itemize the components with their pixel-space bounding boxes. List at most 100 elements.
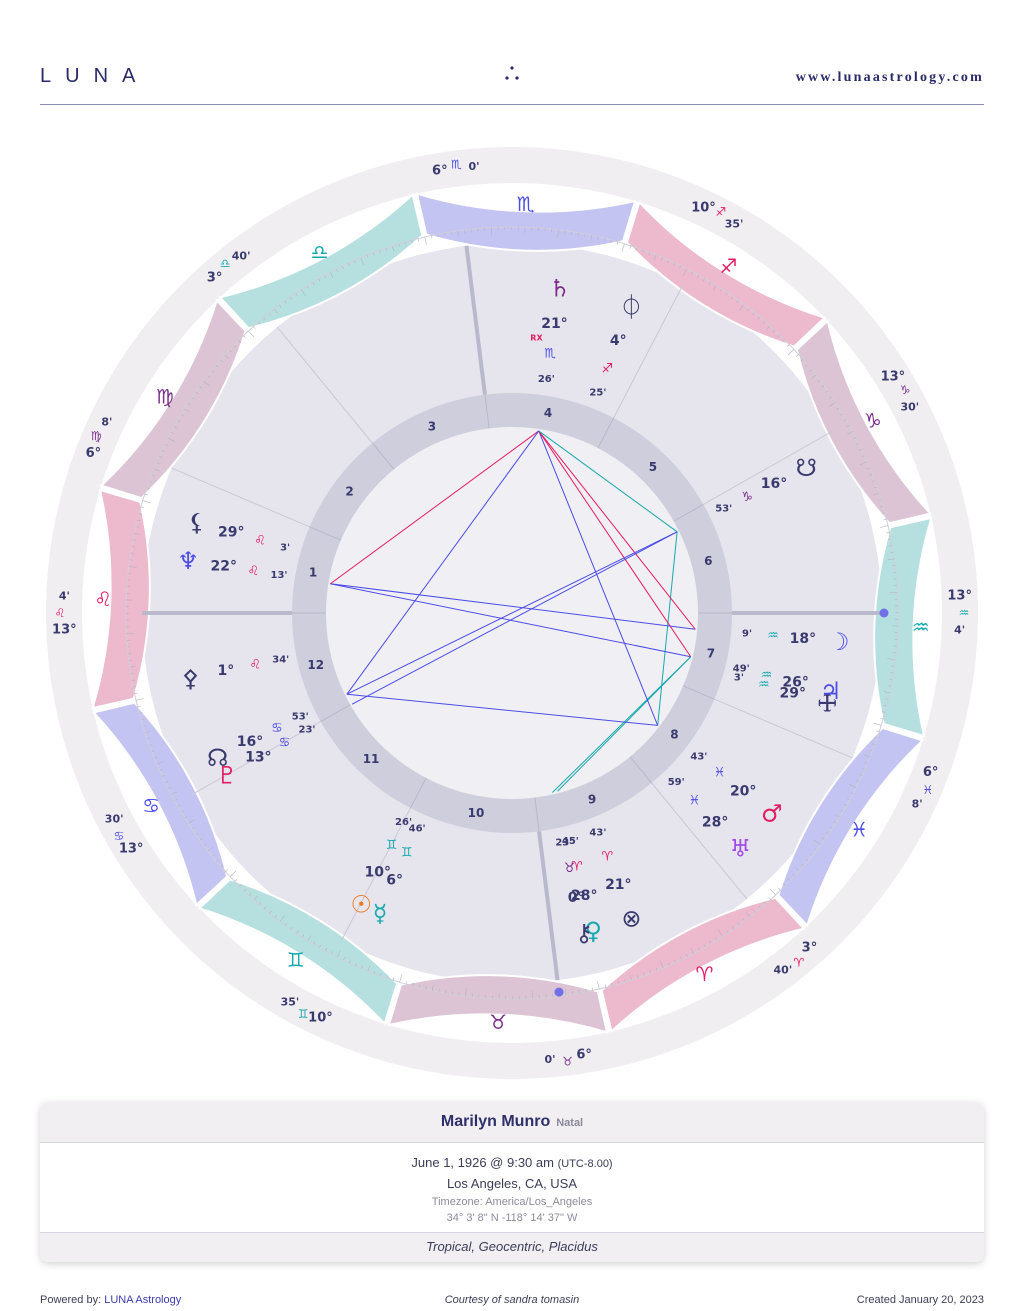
- degree-tick: [248, 893, 252, 896]
- zodiac-segment: [218, 192, 424, 330]
- degree-tick: [887, 658, 896, 660]
- degree-tick: [878, 499, 882, 501]
- degree-tick: [682, 268, 688, 277]
- degree-tick: [177, 804, 181, 807]
- degree-tick: [817, 380, 821, 383]
- degree-tick: [372, 252, 375, 256]
- planet-degree: 4°: [610, 333, 627, 349]
- natal-chart-wheel: ♈♉♊♋♌♍♎♏♐♑♒♓12345678910111213°♌4'6°♍8'3°…: [46, 147, 978, 1079]
- zodiac-segment: [873, 516, 933, 738]
- house-divider: [682, 685, 715, 700]
- degree-tick: [825, 390, 829, 394]
- cusp-degree: 6°: [86, 446, 102, 461]
- zodiac-sign-icon: ♉: [489, 1010, 507, 1034]
- degree-tick: [856, 780, 860, 783]
- degree-tick: [796, 354, 799, 357]
- degree-tick: [731, 296, 734, 300]
- degree-tick: [778, 887, 781, 891]
- degree-tick: [792, 873, 795, 877]
- degree-tick: [880, 525, 889, 528]
- degree-tick: [149, 744, 153, 746]
- aspect-line: [657, 531, 678, 726]
- degree-tick: [342, 266, 344, 270]
- degree-tick: [142, 500, 151, 504]
- degree-tick: [269, 910, 272, 914]
- degree-tick: [367, 965, 371, 972]
- degree-tick: [137, 519, 141, 522]
- birth-datetime: June 1, 1926 @ 9:30 am: [411, 1155, 554, 1170]
- zodiac-sign-icon: ♋: [142, 793, 160, 817]
- planet-sign-icon: ♑: [741, 490, 753, 505]
- cusp-sign-icon: ♊: [298, 1007, 309, 1021]
- degree-tick: [873, 722, 882, 726]
- degree-tick: [617, 980, 620, 984]
- degree-tick: [636, 974, 639, 978]
- degree-tick: [220, 864, 224, 867]
- degree-tick: [731, 926, 735, 930]
- planet-minute: 23': [298, 724, 315, 735]
- degree-tick: [885, 698, 889, 700]
- degree-tick: [597, 236, 599, 240]
- degree-tick: [876, 730, 880, 733]
- cusp-degree: 10°: [691, 201, 716, 216]
- degree-tick: [224, 354, 230, 360]
- degree-tick: [207, 847, 214, 852]
- degree-tick: [399, 974, 403, 983]
- luna-astrology-link[interactable]: LUNA Astrology: [104, 1294, 182, 1306]
- degree-tick: [565, 989, 567, 996]
- degree-tick: [648, 252, 651, 256]
- degree-tick: [718, 929, 723, 937]
- degree-tick: [398, 243, 400, 247]
- website-link[interactable]: www.lunaastrology.com: [795, 70, 984, 85]
- degree-tick: [361, 965, 364, 969]
- timezone: Timezone: America/Los_Angeles: [431, 1196, 593, 1208]
- cusp-sign-icon: ♒: [959, 606, 970, 620]
- degree-tick: [279, 304, 282, 308]
- degree-tick: [131, 679, 135, 681]
- degree-tick: [290, 926, 293, 930]
- degree-tick: [153, 468, 160, 472]
- degree-tick: [604, 984, 607, 988]
- planet-icon: ⏀: [619, 294, 643, 322]
- degree-tick: [881, 512, 885, 514]
- house-number: 11: [363, 752, 380, 766]
- planet-degree: 29°: [218, 525, 244, 541]
- degree-tick: [411, 240, 413, 244]
- degree-tick: [273, 308, 278, 315]
- planet-sign-icon: ♏: [544, 346, 556, 361]
- degree-tick: [889, 678, 893, 680]
- degree-tick: [133, 686, 137, 688]
- degree-tick: [794, 866, 800, 872]
- degree-tick: [642, 250, 644, 254]
- planet-icon: ♆: [177, 547, 199, 575]
- degree-tick: [880, 717, 884, 720]
- degree-tick: [151, 750, 155, 753]
- planet-icon: ♅: [729, 835, 751, 863]
- card-body: June 1, 1926 @ 9:30 am (UTC-8.00) Los An…: [40, 1143, 984, 1233]
- cusp-minute: 0': [468, 160, 479, 173]
- luna-logo[interactable]: LUNA: [40, 65, 150, 87]
- degree-tick: [855, 443, 859, 445]
- planet-icon: ☉: [351, 890, 373, 918]
- cusp-sign-icon: ♍: [91, 429, 102, 443]
- zodiac-segment: [795, 319, 933, 525]
- cusp-degree: 6°: [923, 765, 939, 780]
- planet-icon: ♃: [820, 677, 842, 705]
- degree-tick: [840, 809, 844, 812]
- degree-tick: [149, 481, 153, 483]
- house-cusp-line: [651, 782, 748, 900]
- degree-tick: [805, 858, 809, 861]
- zodiac-segment: [625, 200, 827, 348]
- degree-tick: [829, 826, 833, 829]
- cusp-sign-icon: ♋: [113, 829, 124, 843]
- zodiac-sign-icon: ♎: [311, 240, 329, 264]
- house-number: 6: [704, 554, 712, 568]
- degree-tick: [866, 467, 870, 470]
- degree-tick: [800, 359, 804, 362]
- planet-degree: 0°: [568, 890, 585, 906]
- planet-degree: 16°: [761, 476, 787, 492]
- planet-icon: ♄: [549, 274, 571, 302]
- degree-tick: [212, 854, 215, 857]
- degree-tick: [207, 375, 211, 378]
- planet-degree: 18°: [790, 631, 816, 647]
